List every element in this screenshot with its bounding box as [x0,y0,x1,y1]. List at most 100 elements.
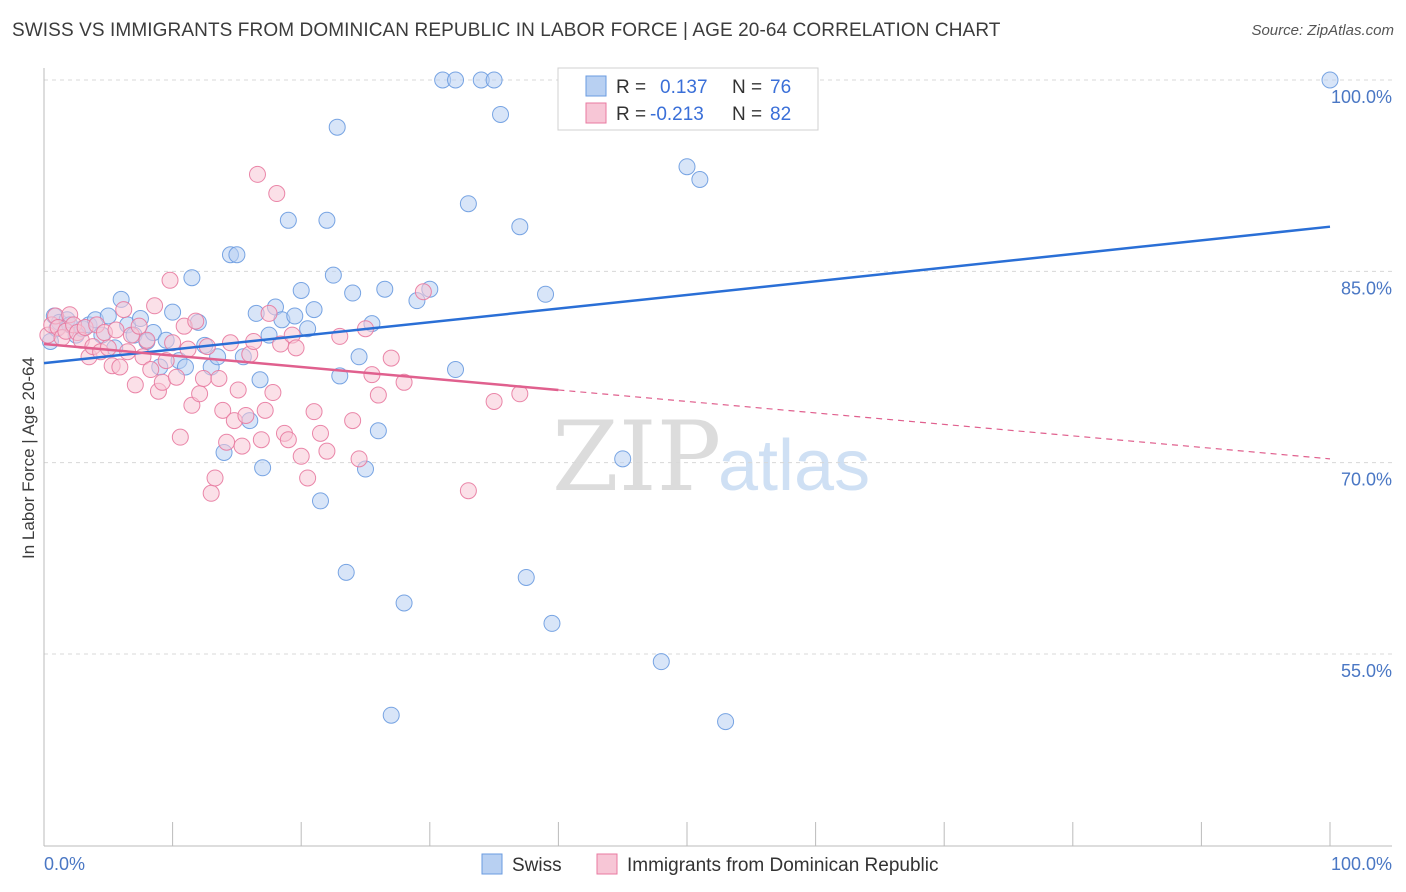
swiss-point-24 [183,269,201,287]
swiss-point-50 [337,563,355,581]
dominican-point-65 [287,339,305,357]
dominican-point-57 [256,401,274,419]
swiss-point-67 [492,105,510,123]
legend-n-value-dominican: 82 [770,104,791,125]
dominican-point-27 [142,361,160,379]
bottom-legend-swatch-dominican [596,853,618,875]
swiss-point-36 [254,459,272,477]
swiss-point-43 [299,320,317,338]
legend-n-label-dominican: N = [732,104,762,125]
dominican-point-67 [299,469,317,487]
watermark: ZIP atlas [552,401,870,513]
y-tick-label-100: 100.0% [1331,87,1392,107]
source-label: Source: ZipAtlas.com [1251,22,1394,39]
swiss-point-52 [350,348,368,366]
dominican-point-50 [229,381,247,399]
dominican-point-77 [382,349,400,367]
swiss-point-47 [324,266,342,284]
x-tick-label-min: 0.0% [44,854,85,874]
swiss-point-48 [328,118,346,136]
dominican-point-73 [350,450,368,468]
y-axis-label: In Labor Force | Age 20-64 [19,357,38,559]
dominican-point-23 [126,376,144,394]
dominican-point-43 [202,484,220,502]
correlation-legend: R = 0.137 N = 76 R = -0.213 N = 82 [557,67,819,131]
swiss-point-70 [537,285,555,303]
x-tick-label-max: 100.0% [1331,854,1392,874]
legend-swatch-swiss [585,75,607,97]
dominican-point-18 [107,321,125,339]
swiss-point-40 [279,211,297,229]
swiss-point-74 [678,158,696,176]
dominican-point-66 [292,447,310,465]
swiss-point-76 [717,713,735,731]
dominican-point-26 [138,331,156,349]
legend-r-label-dominican: R = [616,104,646,125]
bottom-legend-swatch-swiss [481,853,503,875]
dominican-point-31 [157,352,175,370]
swiss-point-56 [376,280,394,298]
dominican-point-60 [268,185,286,203]
dominican-point-45 [210,369,228,387]
dominican-point-52 [237,406,255,424]
legend-r-value-swiss: 0.137 [660,77,708,98]
dominican-point-59 [264,384,282,402]
dominican-point-16 [99,339,117,357]
trend-lines [43,225,1331,460]
dominican-point-35 [171,428,189,446]
swiss-point-46 [318,211,336,229]
swiss-point-71 [543,614,561,632]
dominican-point-34 [167,368,185,386]
dominican-point-63 [279,431,297,449]
dominican-point-79 [414,283,432,301]
swiss-point-11 [99,307,117,325]
y-tick-label-85: 85.0% [1341,278,1392,298]
swiss-point-77 [1321,71,1339,89]
series-legend: Swiss Immigrants from Dominican Republic [481,853,939,876]
dominican-point-47 [218,433,236,451]
gridlines [44,79,1392,655]
swiss-point-51 [344,284,362,302]
y-tick-label-55: 55.0% [1341,661,1392,681]
dominican-point-72 [344,412,362,430]
trend-line-dominican-extrapolated [558,389,1331,460]
dominican-point-46 [214,401,232,419]
swiss-point-21 [164,303,182,321]
dominican-point-80 [459,482,477,500]
swiss-point-42 [292,281,310,299]
dominican-point-41 [194,369,212,387]
dominican-point-19 [111,358,129,376]
swiss-point-72 [614,450,632,468]
dominican-point-39 [187,312,205,330]
legend-n-label-swiss: N = [732,77,762,98]
chart-title: SWISS VS IMMIGRANTS FROM DOMINICAN REPUB… [12,20,1001,41]
swiss-point-73 [652,653,670,671]
dominican-point-32 [161,271,179,289]
bottom-legend-label-dominican: Immigrants from Dominican Republic [627,855,939,876]
dominican-point-20 [115,301,133,319]
trend-line-swiss [43,225,1331,365]
y-tick-label-70: 70.0% [1341,470,1392,490]
dominican-point-81 [485,392,503,410]
dominican-point-78 [395,373,413,391]
swiss-point-58 [395,594,413,612]
swiss-point-63 [447,361,465,379]
swiss-point-62 [447,71,465,89]
swiss-point-35 [251,371,269,389]
swiss-point-75 [691,170,709,188]
dominican-point-69 [311,424,329,442]
dominican-point-30 [153,373,171,391]
legend-r-value-dominican: -0.213 [650,104,704,125]
swiss-point-55 [369,422,387,440]
x-tick-marks [43,822,1331,846]
swiss-point-69 [517,568,535,586]
swiss-point-44 [305,301,323,319]
dominican-point-51 [233,437,251,455]
legend-r-label-swiss: R = [616,77,646,98]
legend-swatch-dominican [585,102,607,124]
dominican-point-70 [318,442,336,460]
dominican-point-76 [369,386,387,404]
swiss-point-64 [459,195,477,213]
dominican-point-28 [146,297,164,315]
trend-line-dominican [43,342,559,392]
